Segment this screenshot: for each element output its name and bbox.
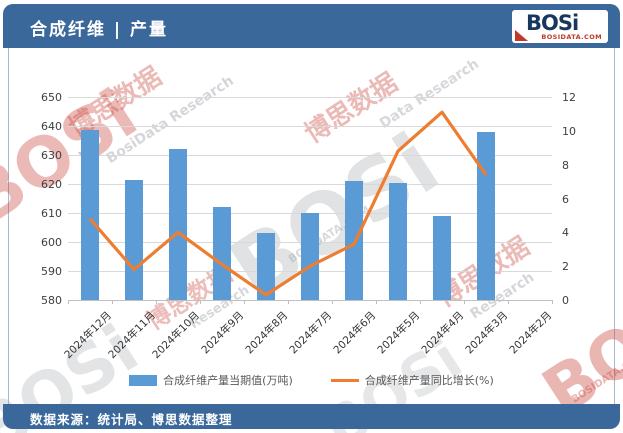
- x-axis-tick: [464, 300, 465, 304]
- gridline: [68, 126, 552, 127]
- chart-legend: 合成纤维产量当期值(万吨) 合成纤维产量同比增长(%): [8, 372, 615, 388]
- left-axis-tick-label: 650: [41, 91, 62, 104]
- left-axis-tick-label: 590: [41, 265, 62, 278]
- right-axis-tick-label: 8: [562, 158, 569, 172]
- logo-triangle-icon: [515, 30, 528, 41]
- x-axis-tick: [112, 300, 113, 304]
- x-axis-tick: [508, 300, 509, 304]
- gridline: [68, 155, 552, 156]
- x-axis-line: [68, 300, 552, 301]
- x-axis-tick: [552, 300, 553, 304]
- gridline: [68, 184, 552, 185]
- header-bar: 合成纤维 | 产量 BOSi BOSIDATA.COM: [3, 4, 620, 48]
- left-axis-tick-label: 610: [41, 207, 62, 220]
- bar-2024年8月: [257, 233, 275, 300]
- bar-2024年9月: [213, 207, 231, 300]
- legend-label-bar: 合成纤维产量当期值(万吨): [163, 374, 293, 387]
- x-axis-tick: [376, 300, 377, 304]
- bar-2024年11月: [125, 179, 143, 300]
- left-axis-tick-label: 620: [41, 178, 62, 191]
- page-title: 合成纤维 | 产量: [30, 20, 169, 40]
- line-path: [88, 110, 488, 297]
- right-axis-tick-label: 10: [562, 124, 576, 138]
- x-axis-tick: [332, 300, 333, 304]
- logo-wordmark: BOSi: [526, 11, 579, 35]
- left-axis-tick-label: 580: [41, 294, 62, 307]
- x-axis-tick: [68, 300, 69, 304]
- gridline: [68, 97, 552, 98]
- bar-series-swatch-icon: [129, 374, 158, 386]
- bar-2024年7月: [301, 213, 319, 300]
- right-axis-tick-label: 12: [562, 91, 576, 104]
- left-axis-tick-label: 640: [41, 120, 62, 133]
- bar-2024年5月: [389, 182, 407, 300]
- legend-item-bar-series: 合成纤维产量当期值(万吨): [129, 372, 293, 388]
- bosi-logo: BOSi BOSIDATA.COM: [512, 10, 608, 43]
- footer-bar: 数据来源：统计局、博思数据整理: [3, 404, 620, 429]
- bar-2024年12月: [81, 130, 99, 300]
- x-axis-tick: [244, 300, 245, 304]
- bar-2024年3月: [477, 131, 495, 300]
- line-series-swatch-icon: [330, 378, 359, 382]
- left-axis-tick-label: 630: [41, 149, 62, 162]
- right-axis-tick-label: 6: [562, 192, 569, 206]
- bar-2024年10月: [169, 149, 187, 300]
- x-axis-tick: [420, 300, 421, 304]
- data-source-note: 数据来源：统计局、博思数据整理: [30, 412, 233, 427]
- x-axis-tick: [200, 300, 201, 304]
- right-axis-tick-label: 2: [562, 260, 569, 274]
- bar-2024年4月: [433, 215, 451, 300]
- x-axis-tick: [156, 300, 157, 304]
- right-axis-tick-label: 0: [562, 294, 569, 307]
- legend-item-line-series: 合成纤维产量同比增长(%): [330, 372, 494, 388]
- legend-label-line: 合成纤维产量同比增长(%): [364, 374, 494, 387]
- right-axis-tick-label: 4: [562, 226, 569, 240]
- x-axis-tick: [288, 300, 289, 304]
- left-axis-tick-label: 600: [41, 236, 62, 249]
- logo-domain: BOSIDATA.COM: [541, 33, 602, 41]
